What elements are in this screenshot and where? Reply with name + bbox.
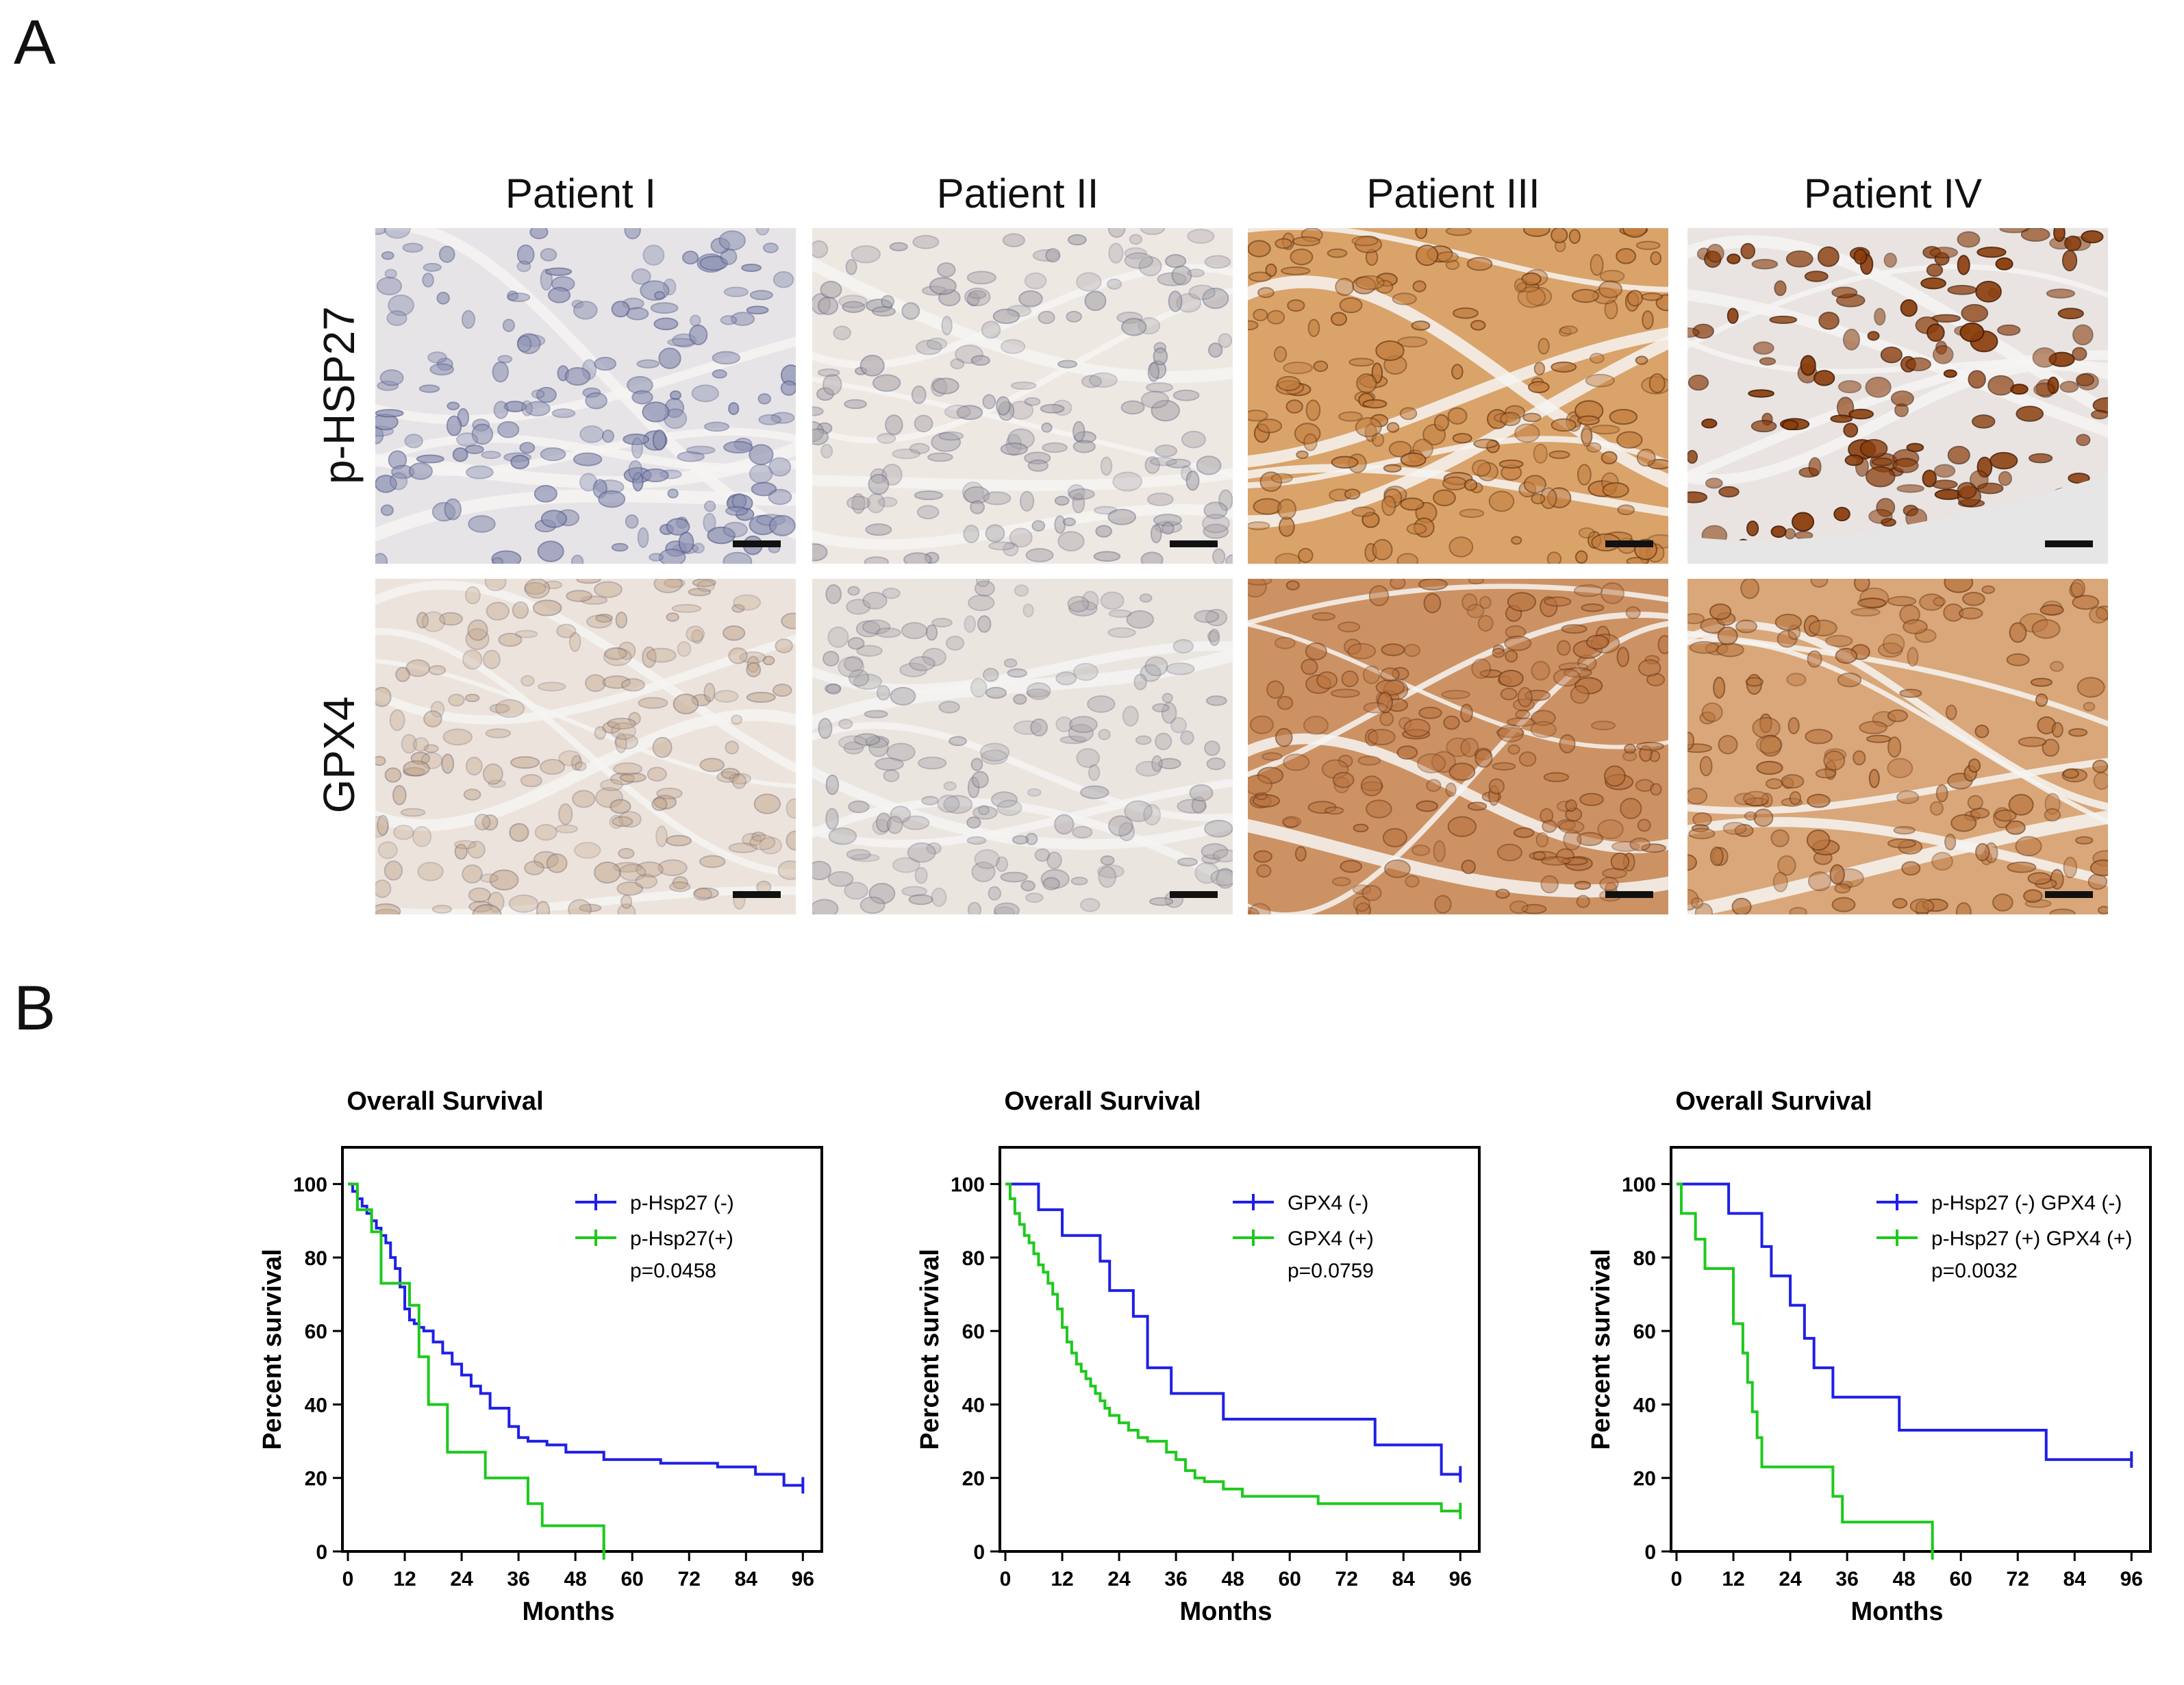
y-tick-label: 40 <box>305 1394 327 1416</box>
column-title-patient-2: Patient II <box>936 171 1099 216</box>
row-label-phsp27: p-HSP27 <box>314 306 364 484</box>
x-tick-label: 24 <box>1779 1568 1802 1590</box>
scale-bar <box>1170 540 1218 547</box>
x-tick-label: 36 <box>1164 1568 1187 1590</box>
ihc-image-phsp27-patient-3 <box>1248 228 1668 564</box>
y-tick-label: 40 <box>962 1394 985 1416</box>
legend-label: p-Hsp27(+) <box>630 1227 733 1250</box>
scale-bar <box>1170 891 1218 898</box>
row-label-gpx4: GPX4 <box>314 696 364 814</box>
scale-bar <box>1605 891 1653 898</box>
y-tick-label: 80 <box>962 1247 985 1270</box>
y-axis-label: Percent survival <box>258 1249 287 1450</box>
column-title-patient-3: Patient III <box>1366 171 1540 216</box>
column-title-patient-1: Patient I <box>505 171 657 216</box>
x-tick-label: 48 <box>564 1568 586 1590</box>
x-tick-label: 12 <box>1051 1568 1073 1590</box>
legend-label: GPX4 (+) <box>1288 1227 1374 1250</box>
survival-chart-gpx4: Overall Survival 0 20 40 60 80 100 0 12 24 36 48 60 7… <box>916 1087 1481 1626</box>
x-tick-label: 96 <box>1449 1568 1472 1590</box>
survival-curve-positive <box>1005 1182 1461 1512</box>
y-axis-label: Percent survival <box>1587 1249 1616 1450</box>
y-tick-label: 100 <box>1622 1174 1656 1197</box>
survival-curve-negative <box>1677 1182 2132 1461</box>
x-tick-label: 48 <box>1221 1568 1244 1590</box>
survival-chart-combined: Overall Survival 0 20 40 60 80 100 0 12 24 36 48 60 7… <box>1587 1087 2152 1626</box>
x-tick-label: 96 <box>2120 1568 2143 1590</box>
panel-b-letter: B <box>14 973 56 1043</box>
scale-bar <box>2045 540 2093 547</box>
ihc-image-phsp27-patient-2 <box>812 228 1233 564</box>
y-tick-label: 80 <box>1633 1247 1656 1270</box>
x-tick-label: 84 <box>2063 1568 2087 1590</box>
x-axis-label: Months <box>1179 1597 1272 1626</box>
y-tick-label: 0 <box>1644 1541 1656 1564</box>
survival-curve-positive <box>1677 1182 1934 1551</box>
ihc-image-gpx4-patient-1 <box>375 579 796 914</box>
legend-label: GPX4 (-) <box>1288 1192 1368 1214</box>
y-tick-label: 60 <box>962 1321 985 1343</box>
legend-label: p-Hsp27 (+) GPX4 (+) <box>1931 1227 2132 1250</box>
p-value-label: p=0.0759 <box>1288 1260 1374 1282</box>
p-value-label: p=0.0032 <box>1931 1260 2018 1282</box>
ihc-image-phsp27-patient-4 <box>1687 228 2108 564</box>
chart-title: Overall Survival <box>347 1087 543 1116</box>
x-tick-label: 36 <box>507 1568 529 1590</box>
x-axis-label: Months <box>522 1597 614 1626</box>
ihc-image-gpx4-patient-3 <box>1248 579 1668 914</box>
survival-curve-negative <box>348 1182 803 1487</box>
y-tick-label: 0 <box>973 1541 985 1564</box>
x-axis-label: Months <box>1850 1597 1943 1626</box>
survival-curve-negative <box>1005 1182 1461 1476</box>
panel-a-letter: A <box>14 8 56 77</box>
survival-chart-phsp27: Overall Survival 0 20 40 60 80 100 0 12 24 36 48 60 7… <box>258 1087 823 1626</box>
x-tick-label: 60 <box>1950 1568 1972 1590</box>
column-title-patient-4: Patient IV <box>1803 171 1983 216</box>
y-tick-label: 100 <box>293 1174 327 1197</box>
y-tick-label: 20 <box>962 1468 985 1490</box>
x-tick-label: 0 <box>1671 1568 1683 1590</box>
survival-curve-positive <box>348 1182 605 1551</box>
y-tick-label: 0 <box>316 1541 327 1564</box>
y-tick-label: 80 <box>305 1247 327 1270</box>
x-tick-label: 36 <box>1835 1568 1858 1590</box>
plot-frame <box>341 1146 823 1553</box>
x-tick-label: 84 <box>1392 1568 1416 1590</box>
y-axis-label: Percent survival <box>916 1249 944 1450</box>
ihc-image-gpx4-patient-2 <box>812 579 1233 914</box>
x-tick-label: 72 <box>678 1568 701 1590</box>
x-tick-label: 24 <box>450 1568 473 1590</box>
x-tick-label: 60 <box>1279 1568 1301 1590</box>
ihc-image-phsp27-patient-1 <box>375 228 796 564</box>
y-tick-label: 60 <box>305 1321 327 1343</box>
x-tick-label: 12 <box>1722 1568 1744 1590</box>
chart-title: Overall Survival <box>1004 1087 1201 1116</box>
x-tick-label: 72 <box>2007 1568 2029 1590</box>
x-tick-label: 96 <box>792 1568 814 1590</box>
scale-bar <box>2045 891 2093 898</box>
x-tick-label: 24 <box>1107 1568 1131 1590</box>
plot-frame <box>1670 1146 2152 1553</box>
x-tick-label: 72 <box>1335 1568 1358 1590</box>
y-tick-label: 100 <box>951 1174 985 1197</box>
ihc-image-gpx4-patient-4 <box>1687 579 2108 914</box>
legend-label: p-Hsp27 (-) <box>630 1192 734 1214</box>
legend-label: p-Hsp27 (-) GPX4 (-) <box>1931 1192 2122 1214</box>
scale-bar <box>733 540 781 547</box>
x-tick-label: 60 <box>621 1568 644 1590</box>
chart-title: Overall Survival <box>1675 1087 1872 1116</box>
y-tick-label: 60 <box>1633 1321 1656 1343</box>
x-tick-label: 0 <box>342 1568 354 1590</box>
x-tick-label: 0 <box>1000 1568 1012 1590</box>
y-tick-label: 20 <box>1633 1468 1656 1490</box>
scale-bar <box>733 891 781 898</box>
scale-bar <box>1605 540 1653 547</box>
p-value-label: p=0.0458 <box>630 1260 716 1282</box>
plot-frame <box>999 1146 1481 1553</box>
x-tick-label: 48 <box>1892 1568 1915 1590</box>
x-tick-label: 12 <box>393 1568 416 1590</box>
y-tick-label: 40 <box>1633 1394 1656 1416</box>
x-tick-label: 84 <box>735 1568 758 1590</box>
y-tick-label: 20 <box>305 1468 327 1490</box>
